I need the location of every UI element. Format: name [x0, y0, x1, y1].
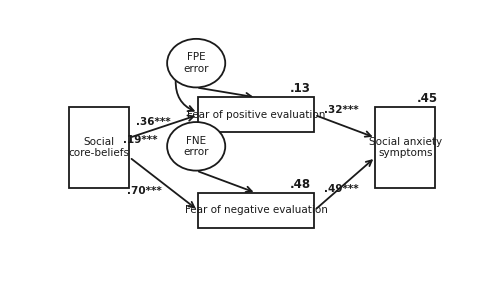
Bar [198, 98, 314, 132]
Text: Social anxiety
symptoms: Social anxiety symptoms [369, 137, 442, 158]
Text: Fear of negative evaluation: Fear of negative evaluation [185, 205, 328, 215]
Bar [376, 107, 436, 188]
Text: .48: .48 [290, 178, 310, 191]
Text: FPE
error: FPE error [184, 52, 209, 74]
Bar [198, 193, 314, 228]
Text: .32***: .32*** [324, 105, 359, 115]
Text: .36***: .36*** [136, 117, 171, 127]
Text: FNE
error: FNE error [184, 135, 209, 157]
Ellipse shape [167, 122, 225, 171]
Text: .13: .13 [290, 82, 310, 95]
Text: .19***: .19*** [123, 135, 158, 145]
Text: .49***: .49*** [324, 184, 359, 194]
Text: Social
core-beliefs: Social core-beliefs [69, 137, 130, 158]
Text: Fear of positive evaluation: Fear of positive evaluation [187, 110, 326, 120]
Ellipse shape [167, 39, 225, 87]
FancyArrowPatch shape [176, 81, 194, 111]
Text: .45: .45 [416, 92, 438, 105]
Text: .70***: .70*** [126, 186, 161, 196]
Bar [70, 107, 130, 188]
